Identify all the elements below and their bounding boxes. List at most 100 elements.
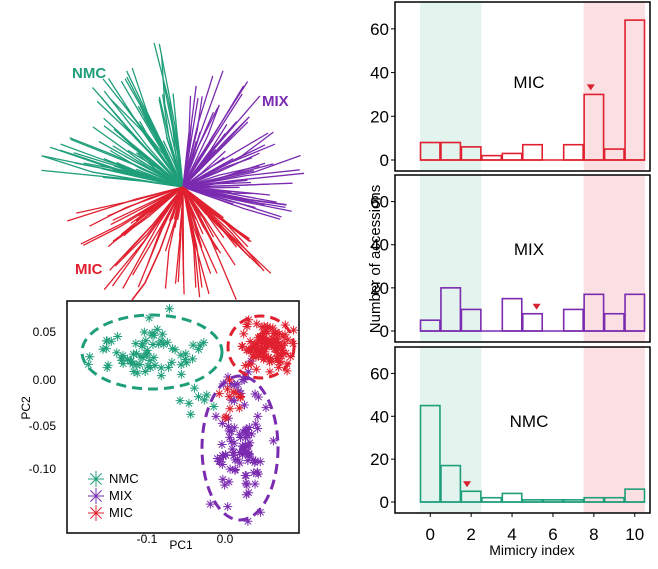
tree-branch [182,96,203,188]
pca-point-mix [227,444,237,454]
pca-point-nmc [209,402,219,412]
pca-point-nmc [128,349,138,359]
tree-branch [158,43,184,188]
pca-point-mic [236,391,246,401]
pca-point-nmc [186,409,196,419]
pca-point-nmc [141,350,151,360]
legend-symbol-mix [88,488,104,504]
tree-branch [182,169,300,188]
tree-branch [67,186,184,222]
pca-point-nmc [156,371,166,381]
hist-bar [501,492,523,503]
pca-point-mic [274,329,284,339]
pca-point-mix [253,469,263,479]
pca-point-nmc [176,350,186,360]
pca-point-mic [259,354,269,364]
mimic-band [583,347,645,513]
pca-point-nmc [188,354,198,364]
pca-point-nmc [143,361,153,371]
pca-point-mic [271,327,281,337]
pca-point-mix [232,454,242,464]
tree-branch [182,141,220,188]
pca-point-nmc [148,339,158,349]
pca-point-nmc [141,336,151,346]
y-tick-label: 0 [380,493,389,512]
pca-point-mix [217,439,227,449]
tree-branch [182,150,226,188]
y-tick-label: 0 [380,151,389,170]
pca-point-mic [260,352,270,362]
tree-branch [182,186,286,209]
pca-point-mix [233,379,243,389]
pca-point-nmc [176,360,186,370]
tree-branch [182,124,228,188]
tree-branch [182,70,224,188]
pca-point-mic [268,329,278,339]
pca-point-mix [236,432,246,442]
pca-point-nmc [131,339,141,349]
non-mimic-band [420,2,482,171]
pca-point-mix [253,423,263,433]
tree-branch [135,186,184,222]
pca-point-mix [242,424,252,434]
hist-bar [562,143,584,161]
tree-branch [182,181,252,188]
pca-point-mic [238,341,248,351]
pca-point-nmc [145,356,155,366]
pca-point-mic [249,343,259,353]
pca-point-mic [223,384,233,394]
pca-point-mix [229,451,239,461]
tree-branch [116,163,184,188]
pca-point-mix [245,438,255,448]
tree-branch [131,186,184,301]
pca-point-mic [280,330,290,340]
pca-point-mic [268,323,278,333]
x-tick-label: 4 [507,525,516,544]
pca-point-mix [218,474,228,484]
pca-point-mic [281,348,291,358]
pca-point-mic [246,345,256,355]
pca-point-mic [257,322,267,332]
pca-point-mic [221,412,231,422]
pca-point-nmc [163,362,173,372]
pca-point-nmc [118,359,128,369]
tree-branch [74,162,184,188]
tree-label-mix: MIX [262,93,289,110]
pca-point-mix [243,367,253,377]
tree-branch [89,186,184,227]
pca-point-mix [243,516,253,526]
pca-point-mic [286,352,296,362]
pca-point-nmc [181,349,191,359]
pca-point-mic [234,403,244,413]
pca-point-mix [241,478,251,488]
mimicry-histograms: 0 20 40 60 MIC 0 20 40 60 MIX 0 20 40 60 NMC 0 2 4 6 8 10 [370,1,651,544]
pca-point-nmc [112,348,122,358]
pca-point-nmc [106,336,116,346]
hist-bar [521,312,544,332]
pca-point-mic [266,354,276,364]
pca-point-mic [245,336,255,346]
tree-branch [182,154,301,188]
pca-point-mix [268,436,278,446]
tree-branch [182,186,252,201]
pca-point-mic [265,367,275,377]
pca-x-axis-label: PC1 [169,538,193,552]
legend-asterisk-nmc [88,471,104,487]
pca-x-tick-2: 0.0 [217,532,234,546]
pca-point-mix [220,480,230,490]
tree-branch [103,186,184,291]
pca-point-nmc [189,383,199,393]
tree-branch [109,149,184,188]
tree-branch [182,186,265,272]
mean-marker [586,84,595,91]
hist-x-axis-label: Mimicry index [489,542,575,558]
pca-point-mic [277,340,287,350]
pca-point-mix [249,468,259,478]
pca-point-nmc [129,367,139,377]
pca-point-mix [241,490,251,500]
pca-point-mix [250,389,260,399]
legend-asterisk-mix [88,488,104,504]
pca-point-nmc [123,354,133,364]
pca-point-mix [225,464,235,474]
